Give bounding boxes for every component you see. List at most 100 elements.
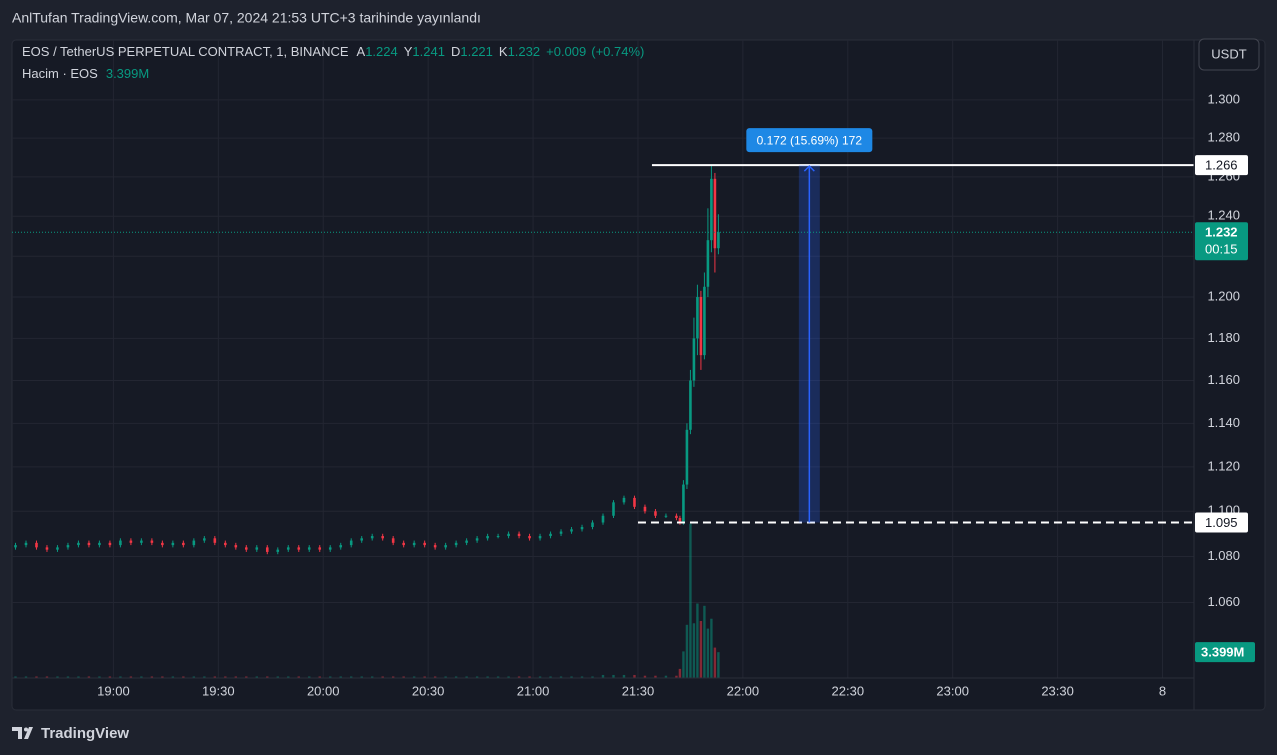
volume-bar: [454, 676, 458, 678]
volume-bar: [654, 675, 657, 678]
candle-body: [496, 536, 500, 538]
volume-bar: [612, 674, 615, 678]
volume-bar: [35, 676, 38, 678]
volume-bar: [678, 668, 682, 678]
candle-body: [87, 542, 91, 546]
volume-bar: [402, 676, 405, 678]
candle-body: [699, 297, 703, 356]
candle-body: [710, 178, 713, 241]
volume-bar: [486, 676, 489, 678]
volume-bar: [391, 676, 395, 678]
volume-bar: [245, 676, 248, 678]
y-tick-label: 1.140: [1207, 415, 1240, 430]
volume-bar: [14, 676, 17, 678]
logo-icon: [12, 727, 33, 739]
plot: 0.172 (15.69%) 172: [12, 128, 1194, 678]
price-label: 1.266: [1205, 158, 1238, 173]
y-tick-label: 1.060: [1207, 594, 1240, 609]
candle-body: [56, 547, 59, 550]
volume-bar: [528, 676, 531, 678]
candle-body: [549, 533, 552, 537]
volume-bar: [297, 676, 300, 678]
volume-bar: [685, 624, 689, 678]
y-tick-label: 1.120: [1207, 458, 1240, 473]
volume-bar: [559, 676, 563, 678]
candle-body: [349, 540, 353, 546]
candle-body: [318, 547, 322, 550]
volume-bar: [66, 676, 70, 678]
candle-body: [328, 547, 332, 550]
candle-body: [559, 531, 563, 534]
volume-bar: [77, 676, 80, 678]
candle-body: [339, 545, 343, 548]
candle-body: [475, 538, 479, 541]
legend-key: D: [451, 44, 460, 59]
measure-arrowhead: [803, 165, 815, 172]
x-tick-label: 23:00: [936, 683, 969, 698]
candle-body: [433, 545, 437, 548]
candle-body: [307, 547, 311, 550]
x-tick-label: 23:30: [1041, 683, 1074, 698]
candle-body: [423, 542, 426, 546]
candle-body: [717, 232, 720, 249]
candle-body: [643, 506, 647, 512]
candle-body: [675, 515, 678, 519]
candle-body: [654, 511, 657, 516]
currency-button-label[interactable]: USDT: [1211, 46, 1246, 61]
candle-body: [245, 547, 248, 550]
candle-body: [486, 536, 489, 539]
volume-bar: [507, 676, 510, 678]
y-tick-label: 1.180: [1207, 330, 1240, 345]
candle-body: [412, 542, 416, 546]
volume-bar: [423, 676, 426, 678]
candle-body: [192, 540, 196, 546]
candle-body: [35, 542, 38, 548]
legend-value: 1.232: [508, 44, 541, 59]
volume-bar: [465, 676, 468, 678]
candle-body: [45, 547, 49, 550]
logo-dot: [24, 727, 28, 732]
volume-bar: [664, 675, 668, 678]
y-tick-label: 1.280: [1207, 130, 1240, 145]
volume-bar: [287, 676, 290, 678]
volume-label-box: [1195, 642, 1255, 663]
volume-bar: [266, 676, 269, 678]
volume-bar: [140, 676, 143, 678]
currency-button[interactable]: [1198, 38, 1260, 71]
legend-symbol: EOS / TetherUS PERPETUAL CONTRACT, 1, BI…: [22, 44, 349, 59]
candle-body: [66, 545, 70, 548]
candle-body: [633, 497, 636, 507]
candle-body: [682, 484, 685, 523]
y-tick-label: 1.300: [1207, 91, 1240, 106]
candle-body: [286, 547, 290, 550]
volume-bar: [119, 676, 122, 678]
x-tick-label: 21:00: [517, 683, 550, 698]
candle-body: [24, 542, 28, 546]
volume-bar: [276, 676, 279, 678]
candle-body: [150, 540, 154, 543]
candle-body: [689, 380, 692, 430]
volume-bar: [24, 676, 28, 678]
candle-body: [129, 540, 133, 543]
legend-change-pct: (+0.74%): [591, 44, 644, 59]
candle-body: [622, 497, 626, 503]
candle-body: [591, 522, 594, 528]
candle-body: [402, 542, 405, 546]
volume-bar: [56, 676, 59, 678]
price-label-box: [1195, 155, 1248, 176]
volume-bar: [360, 676, 363, 678]
candle-body: [454, 542, 458, 546]
candle-body: [391, 538, 395, 543]
legend-value: 1.241: [412, 44, 445, 59]
candle-body: [580, 527, 584, 530]
legend-volume-value: 3.399M: [106, 66, 149, 81]
candle-body: [444, 545, 447, 548]
candle-body: [713, 178, 717, 249]
volume-bar: [203, 676, 206, 678]
y-tick-label: 1.160: [1207, 372, 1240, 387]
countdown-label: 00:15: [1205, 242, 1238, 257]
axes: 1.0601.0801.1001.1201.1401.1601.1801.200…: [97, 91, 1255, 698]
volume-bar: [412, 676, 416, 678]
volume-bar: [192, 676, 196, 678]
